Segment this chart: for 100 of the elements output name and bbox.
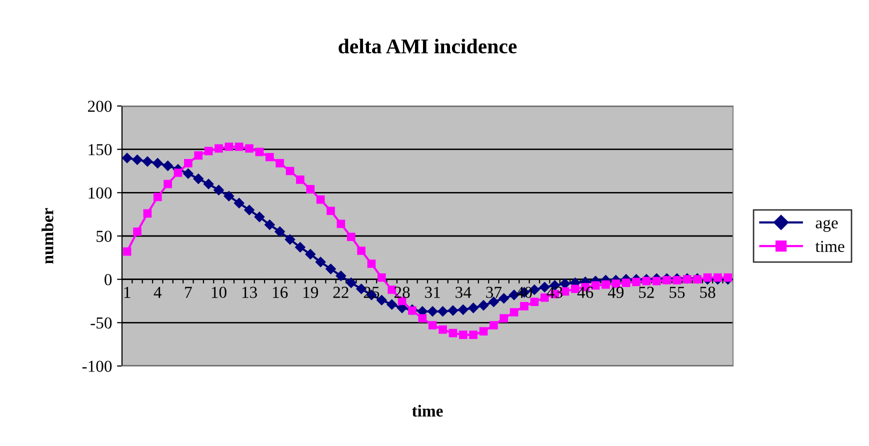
x-tick-label: 1 — [124, 286, 130, 298]
x-tick-label: 19 — [304, 286, 318, 298]
point — [703, 273, 712, 282]
x-tick-label: 22 — [333, 286, 348, 298]
point — [224, 142, 234, 151]
point — [244, 204, 254, 216]
point — [336, 220, 346, 228]
point — [204, 146, 213, 156]
point — [315, 256, 326, 268]
point — [346, 232, 356, 242]
point — [194, 151, 203, 160]
point — [286, 166, 294, 176]
point — [143, 209, 152, 218]
point — [714, 273, 722, 282]
x-tick-label: 4 — [154, 286, 162, 298]
x-tick-label: 16 — [272, 286, 288, 298]
x-tick-label: 49 — [608, 286, 624, 298]
x-axis-title: time — [412, 404, 443, 417]
point — [642, 276, 651, 286]
x-tick-label: 34 — [456, 286, 472, 298]
x-tick-label: 55 — [670, 286, 685, 298]
point — [295, 242, 306, 252]
point — [164, 180, 172, 188]
point — [490, 321, 498, 330]
point — [662, 276, 671, 284]
point — [427, 306, 438, 317]
y-tick-label: -50 — [90, 317, 112, 329]
point — [448, 328, 458, 338]
point — [203, 178, 214, 190]
point — [672, 276, 682, 284]
point — [174, 168, 182, 177]
point — [245, 144, 254, 153]
point — [520, 302, 528, 310]
x-tick-label: 31 — [425, 286, 440, 298]
point — [652, 276, 661, 286]
point — [418, 314, 427, 322]
point — [152, 158, 163, 168]
point — [254, 212, 265, 222]
y-tick-label: 200 — [88, 100, 112, 112]
point — [622, 278, 630, 287]
point — [305, 249, 316, 260]
point — [724, 273, 732, 282]
point — [458, 330, 468, 339]
point — [530, 298, 539, 306]
point — [224, 191, 234, 202]
point — [162, 160, 173, 171]
point — [184, 159, 192, 168]
point — [122, 152, 132, 164]
y-tick-label: 50 — [96, 230, 112, 242]
point — [264, 220, 275, 230]
point — [458, 304, 468, 315]
point — [378, 273, 386, 282]
point — [265, 152, 274, 162]
x-tick-label: 13 — [242, 286, 257, 298]
legend-label: time — [815, 240, 844, 252]
point — [468, 302, 478, 314]
point — [122, 247, 132, 256]
point — [183, 168, 194, 179]
point — [132, 154, 142, 165]
legend-label: age — [816, 220, 838, 232]
point — [346, 278, 356, 288]
point — [367, 260, 376, 268]
point — [357, 246, 366, 255]
point — [326, 206, 335, 216]
point — [500, 314, 508, 322]
point — [438, 306, 448, 317]
point — [448, 305, 458, 316]
point — [386, 299, 397, 310]
y-tick-label: -100 — [82, 360, 112, 372]
point — [284, 234, 296, 245]
point — [234, 198, 244, 208]
y-tick-label: 150 — [88, 144, 112, 156]
point — [142, 156, 153, 167]
y-axis-title: number — [42, 208, 54, 264]
point — [193, 174, 204, 184]
point — [326, 264, 336, 274]
point — [316, 195, 325, 204]
point — [469, 330, 478, 339]
point — [428, 321, 437, 330]
point — [632, 278, 640, 286]
x-tick-label: 52 — [639, 286, 654, 298]
point — [133, 228, 142, 236]
point — [438, 325, 447, 334]
point — [296, 176, 304, 184]
x-tick-label: 10 — [212, 286, 226, 298]
point — [276, 159, 284, 168]
chart-title: delta AMI incidence — [338, 38, 517, 54]
point — [478, 300, 489, 310]
x-tick-label: 37 — [486, 286, 502, 298]
y-tick-label: 0 — [104, 274, 112, 286]
point — [306, 185, 315, 194]
point — [274, 226, 285, 237]
point — [255, 148, 264, 156]
point — [153, 192, 162, 202]
point — [214, 184, 224, 196]
point — [234, 142, 244, 151]
point — [510, 308, 518, 316]
point — [336, 270, 346, 281]
y-tick-label: 100 — [88, 187, 112, 199]
x-tick-label: 7 — [185, 286, 192, 298]
